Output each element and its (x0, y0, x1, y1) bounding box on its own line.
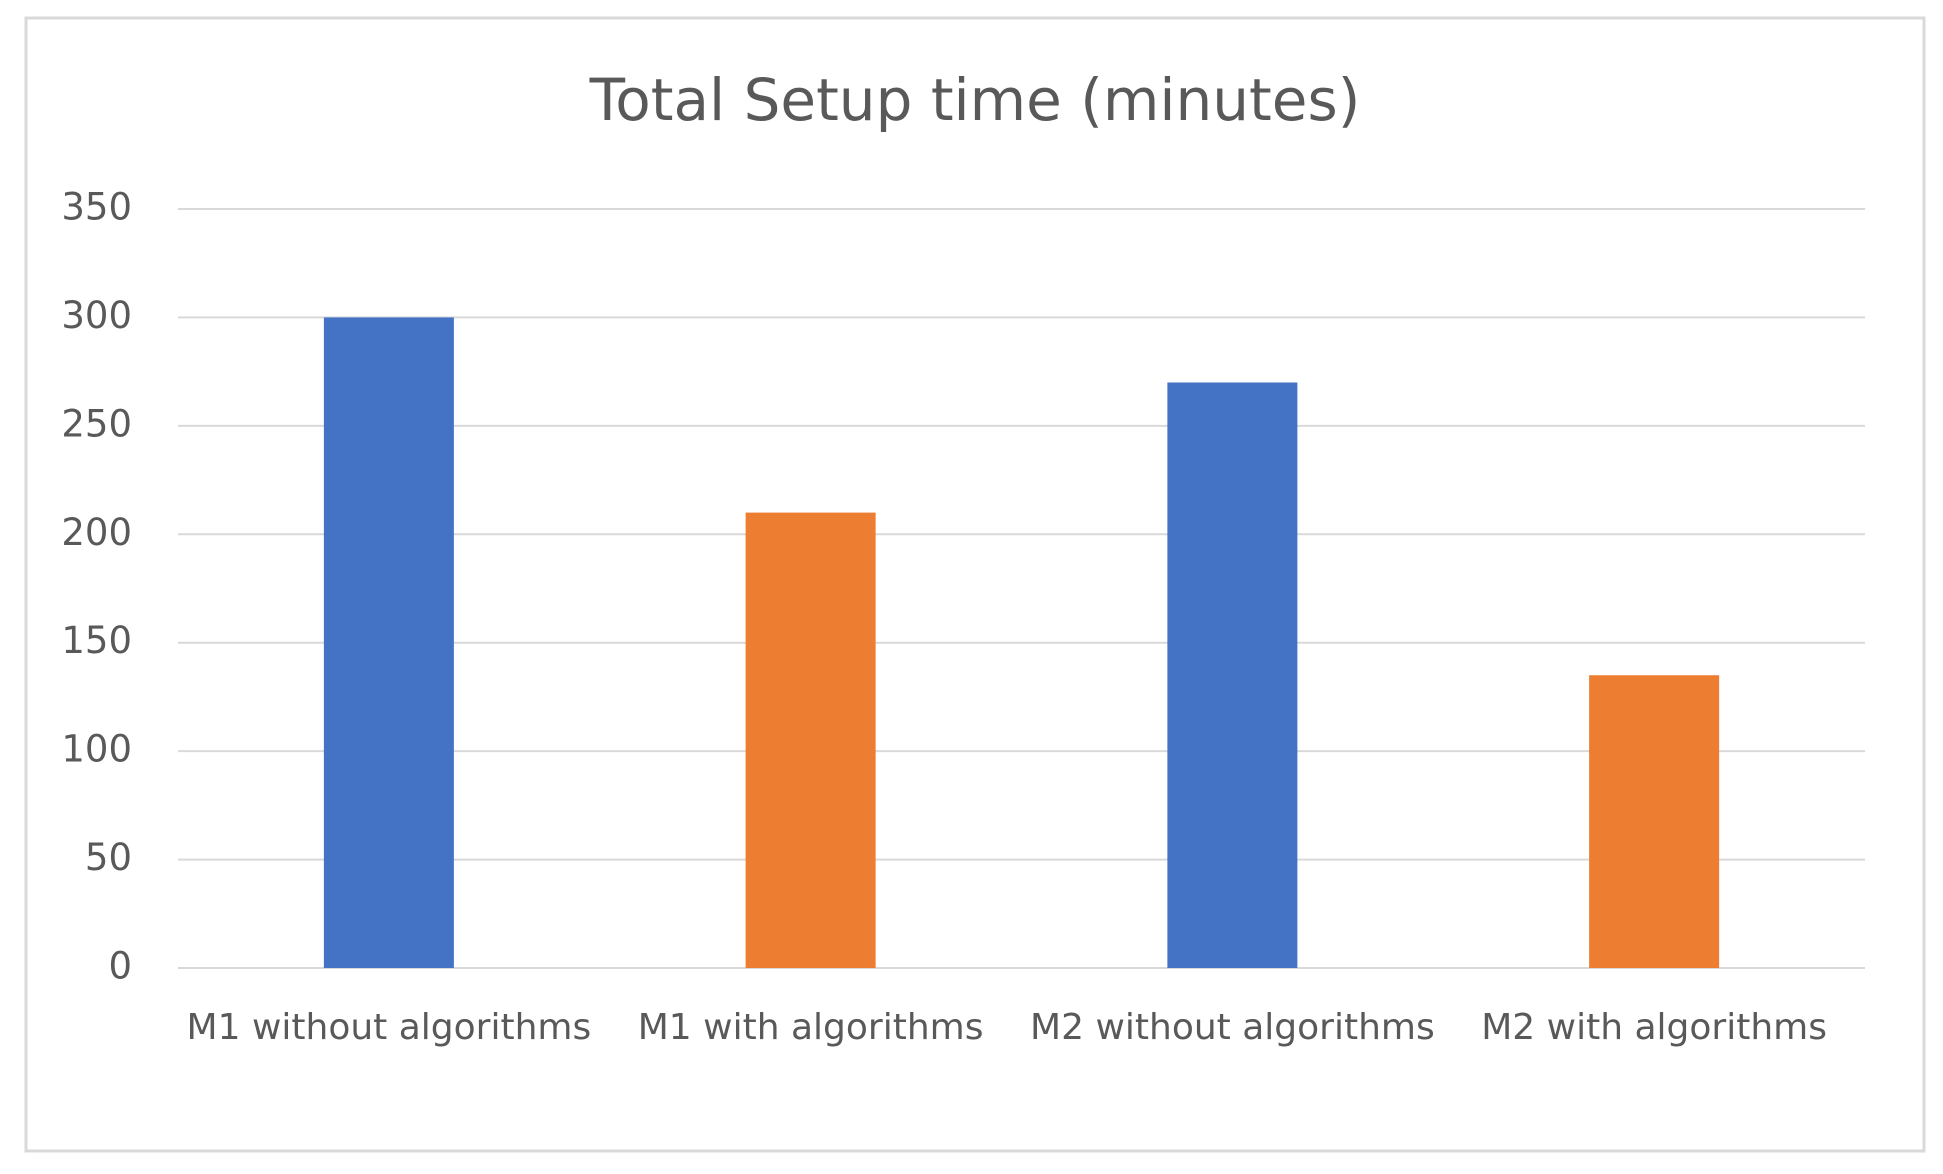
y-tick-label: 0 (108, 945, 132, 988)
bar (745, 512, 876, 968)
y-tick-label: 200 (61, 511, 132, 554)
y-tick-label: 350 (61, 186, 132, 229)
bar (1167, 382, 1298, 968)
bar (323, 317, 454, 968)
x-tick-label: M1 with algorithms (637, 1007, 984, 1048)
x-tick-label: M2 with algorithms (1481, 1007, 1827, 1048)
y-tick-label: 250 (61, 402, 132, 445)
x-tick-label: M2 without algorithms (1030, 1007, 1435, 1048)
chart-frame (24, 16, 1926, 1153)
y-tick-label: 100 (61, 728, 132, 771)
y-tick-label: 300 (61, 294, 132, 337)
bar (1589, 675, 1720, 968)
y-tick-label: 50 (85, 836, 132, 879)
y-tick-label: 150 (61, 619, 132, 662)
x-tick-label: M1 without algorithms (186, 1007, 592, 1048)
chart-title: Total Setup time (minutes) (589, 66, 1361, 134)
